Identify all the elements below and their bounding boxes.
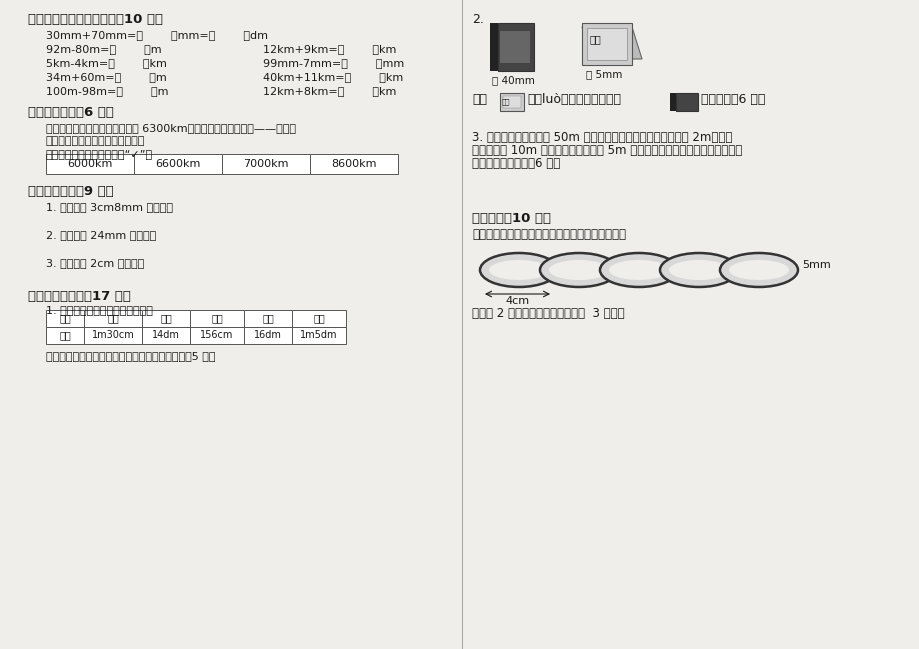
Bar <box>46 327 84 344</box>
Text: 搼（luò）起来正好和一本: 搼（luò）起来正好和一本 <box>527 93 620 106</box>
Text: 100m-98m=（        ）m: 100m-98m=（ ）m <box>46 86 168 96</box>
Bar <box>190 327 244 344</box>
Bar <box>291 310 346 327</box>
Bar <box>497 23 533 71</box>
Text: 在小芳后面 10m 处，小芳在小乐前面 5m 处。这时谁跑在第一？谁跑在最后？: 在小芳后面 10m 处，小芳在小乐前面 5m 处。这时谁跑在第一？谁跑在最后？ <box>471 144 742 157</box>
Text: 姓名: 姓名 <box>59 313 71 323</box>
Bar <box>310 154 398 174</box>
Bar <box>84 310 142 327</box>
Text: 六、看谁算得又对又快。（10 分）: 六、看谁算得又对又快。（10 分） <box>28 13 163 26</box>
Text: 甜甜: 甜甜 <box>210 313 222 323</box>
Text: 一样厚？（6 分）: 一样厚？（6 分） <box>700 93 765 106</box>
Text: 这样的 2 个铁环连在一起有多长？  3 个呢？: 这样的 2 个铁环连在一起有多长？ 3 个呢？ <box>471 307 624 320</box>
Bar <box>142 310 190 327</box>
Polygon shape <box>582 27 641 59</box>
Bar <box>142 327 190 344</box>
Bar <box>503 96 520 108</box>
Bar <box>134 154 221 174</box>
Ellipse shape <box>728 260 789 280</box>
Text: 2.: 2. <box>471 13 483 26</box>
Text: 34m+60m=（        ）m: 34m+60m=（ ）m <box>46 72 166 82</box>
Text: 1. 画一条长 3cm8mm 的线段。: 1. 画一条长 3cm8mm 的线段。 <box>46 202 173 212</box>
Text: 40km+11km=（        ）km: 40km+11km=（ ）km <box>263 72 403 82</box>
Text: 九、解决问题。（17 分）: 九、解决问题。（17 分） <box>28 290 130 303</box>
Text: 贝贝: 贝贝 <box>107 313 119 323</box>
Text: 8600km: 8600km <box>331 159 377 169</box>
Text: 有一些大小相同的铁环连在一起，拉紧后如下图。: 有一些大小相同的铁环连在一起，拉紧后如下图。 <box>471 228 625 241</box>
Bar <box>291 327 346 344</box>
Text: 稍短一些，尼罗河约长多少千米？: 稍短一些，尼罗河约长多少千米？ <box>46 136 145 146</box>
Text: 八、画一画。（9 分）: 八、画一画。（9 分） <box>28 185 114 198</box>
Bar <box>586 28 627 60</box>
Text: 12km+9km=（        ）km: 12km+9km=（ ）km <box>263 44 396 54</box>
Text: 16dm: 16dm <box>254 330 281 341</box>
Text: 几本: 几本 <box>471 93 486 106</box>
Bar <box>675 93 698 111</box>
Text: 1m5dm: 1m5dm <box>300 330 337 341</box>
Bar <box>244 327 291 344</box>
Bar <box>499 93 524 111</box>
Text: 7000km: 7000km <box>243 159 289 169</box>
Text: 丽丽: 丽丽 <box>160 313 172 323</box>
Text: 12km+8km=（        ）km: 12km+8km=（ ）km <box>263 86 396 96</box>
Text: 数学: 数学 <box>589 34 601 44</box>
Text: 七、估一估。（6 分）: 七、估一估。（6 分） <box>28 106 114 119</box>
Text: 数学: 数学 <box>502 99 510 105</box>
Bar <box>490 23 497 71</box>
Bar <box>221 154 310 174</box>
Text: 请你按从高到低的顺序依次写出小朋友的名字。（5 分）: 请你按从高到低的顺序依次写出小朋友的名字。（5 分） <box>46 351 215 361</box>
Bar <box>190 310 244 327</box>
Bar <box>582 23 631 65</box>
Text: 1m30cm: 1m30cm <box>92 330 134 341</box>
Bar <box>244 310 291 327</box>
Bar <box>46 310 84 327</box>
Text: 1. 下面是五名小朋友的身高记录。: 1. 下面是五名小朋友的身高记录。 <box>46 305 153 315</box>
Bar <box>499 31 529 63</box>
Bar <box>46 154 134 174</box>
Ellipse shape <box>480 253 558 287</box>
Text: 在你认为正确的数量下面画“✓”。: 在你认为正确的数量下面画“✓”。 <box>46 149 153 159</box>
Ellipse shape <box>489 260 549 280</box>
Text: 2. 画一条长 24mm 的线段。: 2. 画一条长 24mm 的线段。 <box>46 230 156 240</box>
Text: 14dm: 14dm <box>152 330 180 341</box>
Ellipse shape <box>608 260 668 280</box>
Text: 厚 5mm: 厚 5mm <box>585 69 621 79</box>
Text: 6600km: 6600km <box>155 159 200 169</box>
Text: 5mm: 5mm <box>801 260 830 270</box>
Text: 5km-4km=（        ）km: 5km-4km=（ ）km <box>46 58 166 68</box>
Text: 156cm: 156cm <box>200 330 233 341</box>
Text: 99mm-7mm=（        ）mm: 99mm-7mm=（ ）mm <box>263 58 403 68</box>
Text: 长江是我国最长的河流，全长约 6300km，比世界上最长的河流——尼罗河: 长江是我国最长的河流，全长约 6300km，比世界上最长的河流——尼罗河 <box>46 123 296 133</box>
Text: 身高: 身高 <box>59 330 71 341</box>
Bar <box>669 93 675 111</box>
Bar <box>84 327 142 344</box>
Text: 3. 学校运动会上，女子 50m 比赛正在进行。小红跑在小乐前面 2m，小娟: 3. 学校运动会上，女子 50m 比赛正在进行。小红跑在小乐前面 2m，小娟 <box>471 131 732 144</box>
Ellipse shape <box>599 253 677 287</box>
Text: 30mm+70mm=（        ）mm=（        ）dm: 30mm+70mm=（ ）mm=（ ）dm <box>46 30 267 40</box>
Text: 3. 画一条长 2cm 的线段。: 3. 画一条长 2cm 的线段。 <box>46 258 144 268</box>
Text: 沙沙: 沙沙 <box>262 313 274 323</box>
Text: 附加题。（10 分）: 附加题。（10 分） <box>471 212 550 225</box>
Text: 6000km: 6000km <box>67 159 112 169</box>
Ellipse shape <box>668 260 728 280</box>
Text: 4cm: 4cm <box>505 296 529 306</box>
Text: 她俩相距多少米？（6 分）: 她俩相距多少米？（6 分） <box>471 157 560 170</box>
Ellipse shape <box>720 253 797 287</box>
Ellipse shape <box>659 253 737 287</box>
Ellipse shape <box>539 253 618 287</box>
Text: 乐乐: 乐乐 <box>312 313 324 323</box>
Ellipse shape <box>549 260 608 280</box>
Text: 92m-80m=（        ）m: 92m-80m=（ ）m <box>46 44 162 54</box>
Text: 厚 40mm: 厚 40mm <box>492 75 534 85</box>
